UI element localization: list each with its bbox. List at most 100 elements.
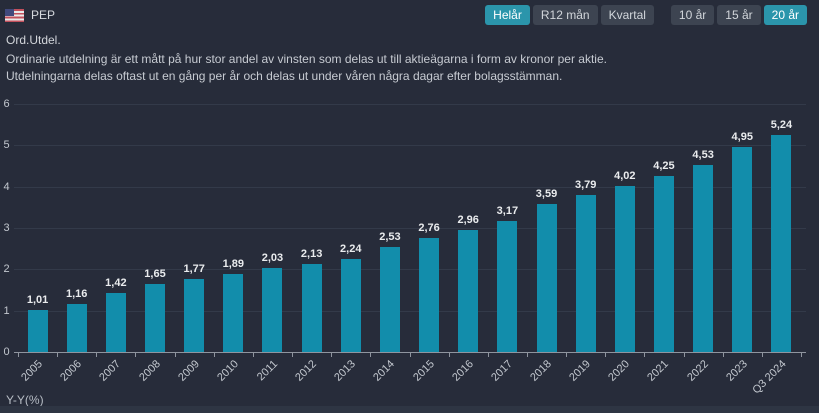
x-axis-label: 2008 — [136, 358, 163, 384]
x-axis-label: 2005 — [19, 358, 46, 384]
x-axis-tick — [526, 352, 528, 357]
x-axis-tick — [135, 352, 137, 357]
bar[interactable] — [27, 310, 48, 352]
bar[interactable] — [301, 263, 322, 352]
x-axis-tick — [292, 352, 294, 357]
bar[interactable] — [653, 176, 674, 352]
bar[interactable] — [419, 237, 440, 352]
x-axis-label: 2023 — [723, 358, 750, 384]
next-section-label: Y-Y(%) — [6, 393, 44, 407]
bar-value-label: 4,02 — [614, 169, 636, 182]
range-button-20ar[interactable]: 20 år — [763, 5, 807, 25]
x-axis-label: 2006 — [58, 358, 85, 384]
gridline — [14, 228, 806, 229]
bar[interactable] — [66, 304, 87, 352]
x-axis-label: 2021 — [645, 358, 672, 384]
header-bar: PEP Helår R12 mån Kvartal 10 år 15 år 20… — [0, 0, 819, 26]
bar-value-label: 1,65 — [144, 267, 166, 280]
bar[interactable] — [379, 247, 400, 352]
x-axis-tick — [722, 352, 724, 357]
bar[interactable] — [105, 293, 126, 352]
bar-value-label: 2,53 — [379, 231, 401, 244]
y-axis-tick-label: 3 — [3, 222, 10, 234]
x-axis-label: 2016 — [449, 358, 476, 384]
x-axis-label: 2012 — [293, 358, 320, 384]
y-axis-tick-label: 6 — [3, 98, 10, 110]
bar-value-label: 1,77 — [183, 262, 205, 275]
x-axis-tick — [566, 352, 568, 357]
x-axis-tick — [370, 352, 372, 357]
gridline — [14, 145, 806, 147]
chart-controls: Helår R12 mån Kvartal 10 år 15 år 20 år — [485, 5, 807, 25]
x-axis-label: Q3 2024 — [750, 358, 789, 397]
x-axis-tick — [174, 352, 176, 357]
x-axis-tick — [213, 352, 215, 357]
x-axis-label: 2018 — [528, 358, 555, 384]
y-axis-tick-label: 0 — [3, 346, 10, 358]
x-axis-tick — [252, 352, 254, 357]
x-axis-tick — [409, 352, 411, 357]
x-axis-label: 2007 — [97, 358, 124, 384]
bar[interactable] — [184, 278, 205, 352]
y-axis-tick-label: 4 — [3, 180, 10, 193]
bar-value-label: 1,42 — [105, 277, 127, 290]
bar[interactable] — [614, 185, 635, 352]
y-axis-tick-label: 2 — [3, 263, 10, 276]
gridline — [14, 310, 806, 312]
x-axis-tick — [644, 352, 646, 357]
x-axis-tick — [605, 352, 607, 357]
x-axis-tick — [18, 352, 19, 357]
bar[interactable] — [693, 164, 714, 352]
x-axis-tick — [801, 352, 802, 357]
bar[interactable] — [340, 259, 361, 352]
metric-title: Ord.Utdel. — [6, 33, 61, 47]
bar[interactable] — [223, 273, 244, 352]
period-button-kvartal[interactable]: Kvartal — [600, 5, 654, 25]
period-button-r12man[interactable]: R12 mån — [532, 5, 598, 25]
y-axis-tick-label: 5 — [3, 139, 10, 152]
range-button-15ar[interactable]: 15 år — [717, 5, 761, 25]
instrument-header: PEP — [5, 8, 55, 22]
bar-value-label: 5,24 — [770, 119, 793, 132]
bar-value-label: 2,76 — [418, 221, 440, 234]
x-axis-label: 2009 — [175, 358, 202, 384]
bar-value-label: 1,01 — [26, 294, 49, 307]
bar[interactable] — [458, 229, 479, 352]
bar[interactable] — [262, 268, 283, 352]
gridline — [14, 104, 806, 105]
x-axis-tick — [57, 352, 59, 357]
bar-value-label: 3,79 — [574, 179, 597, 192]
bar[interactable] — [732, 147, 753, 352]
bar[interactable] — [145, 283, 166, 352]
period-button-helar[interactable]: Helår — [485, 5, 530, 25]
bar-value-label: 2,13 — [300, 247, 323, 260]
bar-value-label: 2,96 — [457, 213, 479, 226]
x-axis-label: 2011 — [254, 358, 280, 384]
ticker-label: PEP — [31, 8, 56, 22]
metric-description: Ordinarie utdelning är ett mått på hur s… — [6, 51, 607, 85]
x-axis-label: 2014 — [371, 358, 398, 384]
x-axis-label: 2010 — [214, 358, 241, 384]
x-axis-tick — [331, 352, 333, 357]
range-button-10ar[interactable]: 10 år — [670, 5, 715, 25]
dividend-chart: 0 1 2 3 4 5 6 1,01 2005 1,16 2006 1,42 2007 1,65 2008 1… — [0, 92, 819, 396]
bar[interactable] — [575, 195, 596, 352]
bar-value-label: 4,25 — [653, 160, 675, 173]
x-axis-label: 2017 — [489, 358, 515, 384]
us-flag-icon — [5, 8, 24, 22]
bar-value-label: 3,17 — [496, 204, 519, 217]
x-axis-label: 2015 — [410, 358, 437, 384]
x-axis-label: 2022 — [684, 358, 711, 384]
bar[interactable] — [536, 203, 557, 352]
metric-description-line1: Ordinarie utdelning är ett mått på hur s… — [6, 52, 607, 66]
x-axis-tick — [683, 352, 685, 357]
y-axis-tick-label: 1 — [3, 304, 10, 317]
x-axis-tick — [487, 352, 489, 357]
x-axis-label: 2013 — [332, 358, 359, 384]
x-axis-tick — [96, 352, 98, 357]
bar-value-label: 4,95 — [731, 131, 753, 144]
x-axis-label: 2020 — [606, 358, 633, 384]
bar[interactable] — [497, 220, 518, 352]
bar[interactable] — [771, 135, 792, 352]
gridline — [14, 269, 806, 271]
